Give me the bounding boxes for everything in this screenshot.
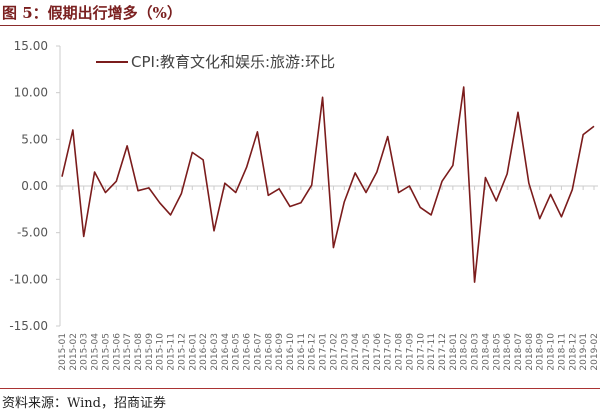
x-tick-label: 2017-11 — [427, 333, 437, 371]
x-tick-label: 2015-02 — [69, 333, 79, 371]
x-tick-label: 2018-07 — [514, 333, 524, 371]
y-tick-label: 0.00 — [21, 179, 48, 193]
x-tick-label: 2015-08 — [134, 333, 144, 371]
x-tick-label: 2017-05 — [362, 333, 372, 371]
title-divider — [0, 25, 600, 26]
x-tick-label: 2018-02 — [460, 333, 470, 371]
x-tick-label: 2018-12 — [568, 333, 578, 371]
x-tick-label: 2016-09 — [275, 333, 285, 371]
y-tick-label: -15.00 — [9, 319, 48, 333]
x-tick-label: 2016-03 — [210, 333, 220, 371]
x-tick-label: 2016-11 — [297, 333, 307, 371]
x-tick-label: 2017-01 — [319, 333, 329, 371]
x-tick-label: 2018-09 — [536, 333, 546, 371]
x-tick-label: 2015-06 — [112, 333, 122, 371]
x-tick-label: 2017-12 — [438, 333, 448, 371]
x-tick-label: 2019-01 — [579, 333, 589, 371]
series-line — [61, 86, 595, 283]
x-tick-label: 2015-10 — [156, 333, 166, 371]
x-tick-label: 2018-04 — [481, 333, 491, 371]
x-tick-label: 2016-08 — [264, 333, 274, 371]
x-tick-label: 2016-05 — [232, 333, 242, 371]
x-tick-label: 2015-05 — [101, 333, 111, 371]
y-tick-label: -5.00 — [17, 226, 48, 240]
x-tick-label: 2017-08 — [395, 333, 405, 371]
source-divider — [0, 388, 600, 389]
legend-label: CPI:教育文化和娱乐:旅游:环比 — [131, 53, 335, 71]
x-tick-label: 2016-12 — [308, 333, 318, 371]
x-tick-label: 2017-04 — [351, 333, 361, 371]
x-tick-label: 2015-09 — [145, 333, 155, 371]
x-tick-label: 2018-08 — [525, 333, 535, 371]
x-tick-label: 2018-06 — [503, 333, 513, 371]
x-tick-label: 2018-05 — [492, 333, 502, 371]
x-tick-label: 2015-04 — [91, 333, 101, 371]
x-tick-label: 2017-07 — [384, 333, 394, 371]
x-tick-label: 2015-03 — [80, 333, 90, 371]
x-tick-label: 2016-06 — [243, 333, 253, 371]
x-tick-label: 2017-09 — [405, 333, 415, 371]
x-tick-label: 2018-01 — [449, 333, 459, 371]
x-tick-label: 2015-07 — [123, 333, 133, 371]
x-tick-label: 2015-12 — [177, 333, 187, 371]
x-tick-label: 2018-03 — [471, 333, 481, 371]
x-tick-label: 2018-11 — [557, 333, 567, 371]
x-tick-label: 2016-07 — [253, 333, 263, 371]
x-tick-label: 2017-02 — [329, 333, 339, 371]
x-tick-label: 2017-10 — [416, 333, 426, 371]
x-tick-label: 2016-02 — [199, 333, 209, 371]
x-tick-label: 2017-03 — [340, 333, 350, 371]
x-tick-label: 2016-01 — [188, 333, 198, 371]
x-tick-label: 2016-04 — [221, 333, 231, 371]
x-tick-label: 2015-11 — [167, 333, 177, 371]
x-tick-label: 2018-10 — [547, 333, 557, 371]
x-tick-label: 2017-06 — [373, 333, 383, 371]
x-tick-label: 2019-02 — [590, 333, 600, 371]
y-tick-label: -10.00 — [9, 272, 48, 286]
y-tick-label: 10.00 — [14, 86, 48, 100]
x-tick-label: 2016-10 — [286, 333, 296, 371]
y-tick-label: 15.00 — [14, 39, 48, 53]
source-note: 资料来源：Wind，招商证券 — [2, 396, 166, 411]
figure-title: 图 5：假期出行增多（%） — [2, 4, 182, 22]
x-tick-label: 2015-01 — [58, 333, 68, 371]
y-tick-label: 5.00 — [21, 132, 48, 146]
